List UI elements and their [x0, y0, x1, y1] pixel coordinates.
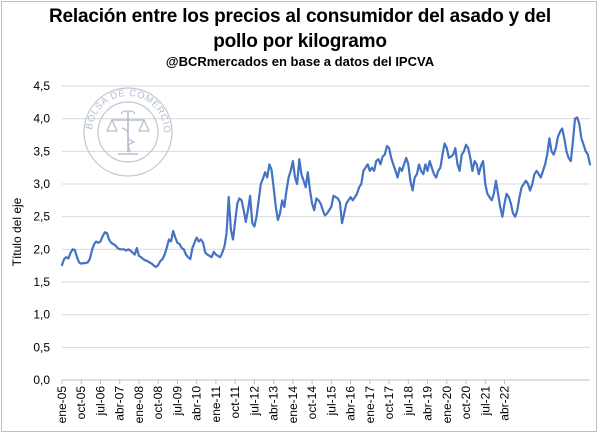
x-tick-label: jul-09 [170, 386, 184, 417]
watermark-seal-logo: BOLSA DE COMERCIO DE ROSARIO [0, 0, 173, 177]
y-tick-label: 4,5 [33, 79, 50, 93]
y-tick-label: 0,5 [33, 340, 50, 354]
svg-text:BOLSA DE COMERCIO DE ROSARIO: BOLSA DE COMERCIO DE ROSARIO [0, 0, 172, 134]
x-tick-label: oct-20 [459, 386, 473, 420]
x-tick-label: ene-05 [55, 386, 69, 424]
x-tick-label: oct-08 [151, 386, 165, 420]
y-tick-label: 2,0 [33, 242, 50, 256]
y-tick-label: 1,0 [33, 308, 50, 322]
x-tick-label: oct-17 [382, 386, 396, 420]
x-tick-label: abr-22 [497, 386, 511, 421]
x-tick-label: abr-13 [267, 386, 281, 421]
x-tick-label: jul-12 [247, 386, 261, 417]
x-tick-label: jul-15 [324, 386, 338, 417]
x-tick-label: abr-19 [421, 386, 435, 421]
x-tick-label: abr-10 [190, 386, 204, 421]
x-tick-label: abr-07 [113, 386, 127, 421]
x-tick-label: oct-14 [305, 386, 319, 420]
y-tick-label: 2,5 [33, 210, 50, 224]
y-tick-label: 3,5 [33, 144, 50, 158]
y-tick-label: 0,0 [33, 373, 50, 387]
x-tick-label: jul-18 [401, 386, 415, 417]
y-tick-label: 4,0 [33, 112, 50, 126]
x-tick-label: ene-11 [209, 386, 223, 423]
x-tick-label: ene-14 [286, 386, 300, 424]
x-tick-label: ene-20 [440, 386, 454, 424]
x-tick-label: abr-16 [344, 386, 358, 421]
x-tick-label: ene-08 [132, 386, 146, 424]
y-tick-label: 1,5 [33, 275, 50, 289]
y-tick-label: 3,0 [33, 177, 50, 191]
x-tick-label: oct-11 [228, 386, 242, 419]
y-axis-label: Título del eje [10, 197, 24, 266]
x-tick-label: ene-17 [363, 386, 377, 424]
gridlines [62, 85, 590, 381]
chart-title-line-2: pollo por kilogramo [213, 31, 387, 52]
x-axis: ene-05 oct-05 jul-06 abr-07 ene-08 oct-08 jul-… [55, 380, 511, 423]
x-tick-label: jul-21 [478, 386, 492, 417]
x-tick-label: oct-05 [74, 386, 88, 420]
series-line [60, 116, 592, 269]
x-tick-label: jul-06 [93, 386, 107, 417]
y-axis-ticks: 0,0 0,5 1,0 1,5 2,0 2,5 3,0 3,5 4,0 4,5 [33, 79, 50, 387]
chart-subtitle: @BCRmercados en base a datos del IPCVA [165, 54, 435, 69]
chart-title-line-1: Relación entre los precios al consumidor… [49, 6, 551, 27]
